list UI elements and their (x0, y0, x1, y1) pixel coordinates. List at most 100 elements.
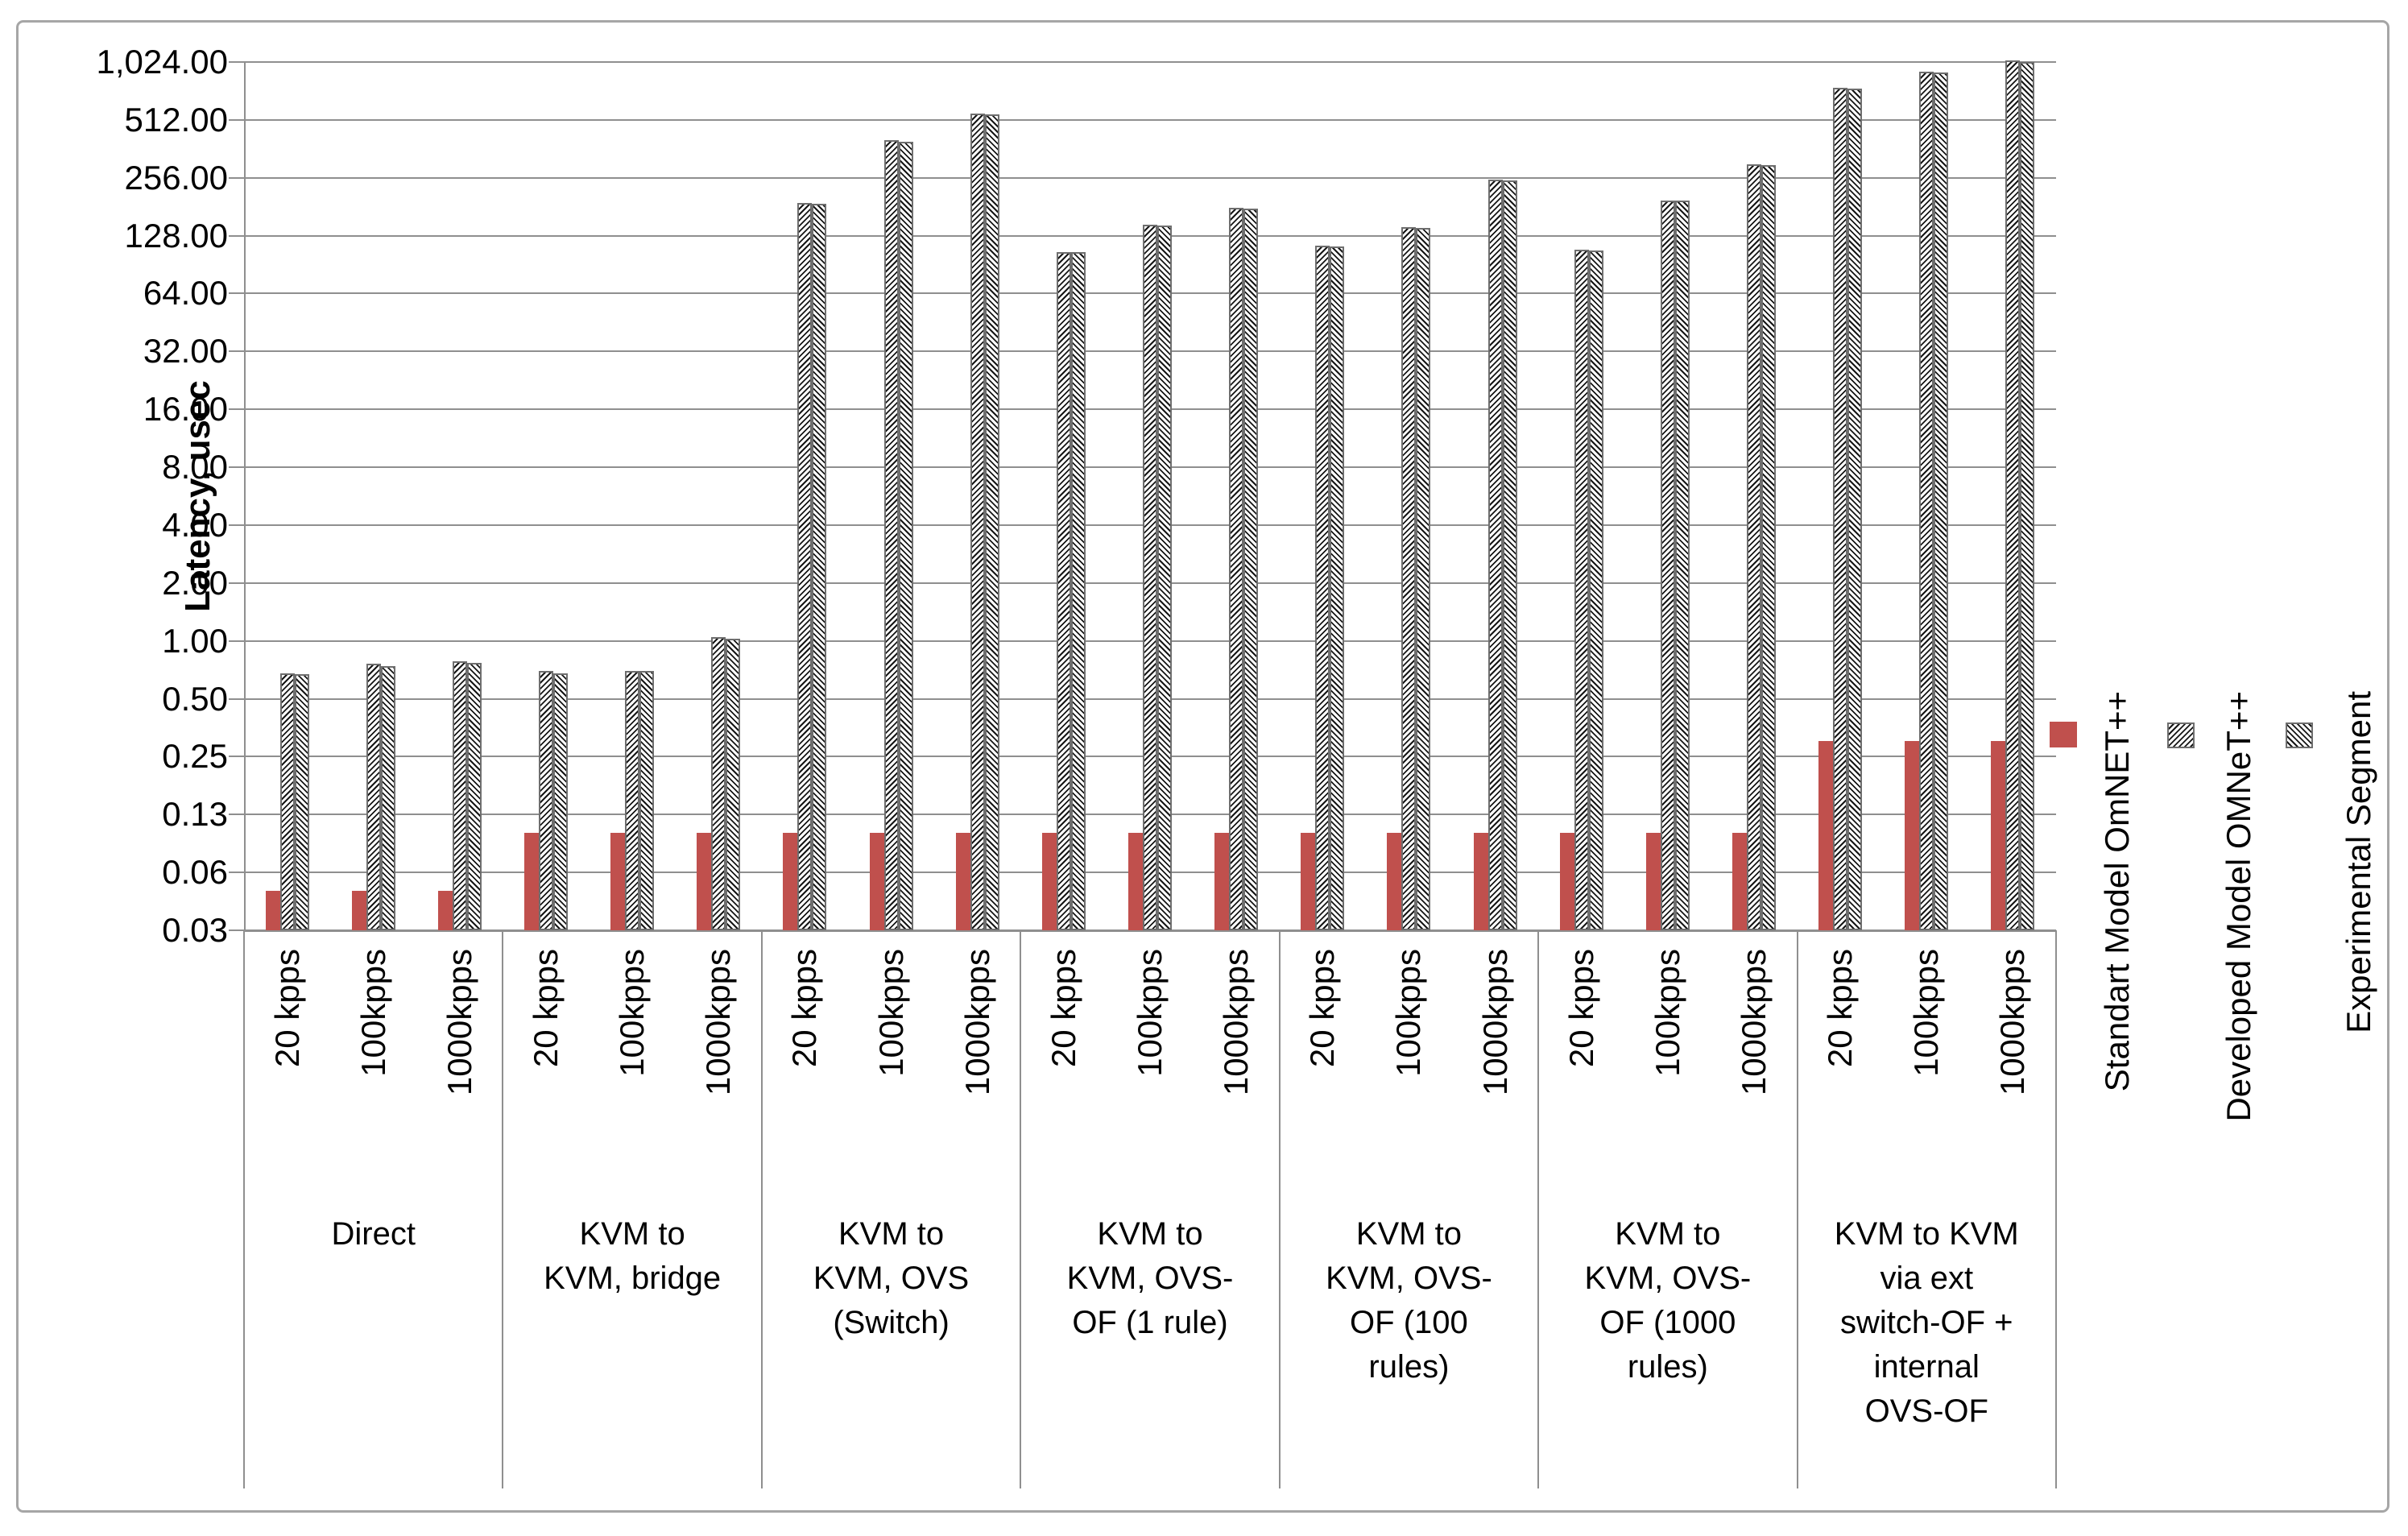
bar-developed (711, 636, 726, 930)
group-label-line: KVM to KVM (1834, 1216, 2019, 1252)
bar-developed (625, 670, 640, 930)
bar-experimental (1761, 164, 1776, 930)
bar-experimental (1157, 225, 1172, 930)
y-axis-tick (229, 350, 244, 353)
y-axis-tick (229, 466, 244, 469)
bar-experimental (1674, 201, 1690, 930)
y-tick-label: 0.03 (162, 911, 228, 949)
x-tick-label: 100kpps (1131, 949, 1169, 1077)
group-label-line: KVM, OVS- (1584, 1261, 1752, 1296)
bar-standart (437, 891, 453, 930)
bar-developed (1919, 72, 1934, 930)
group-label-line: KVM to (1355, 1216, 1462, 1252)
bar-standart (1905, 741, 1920, 930)
bar-developed (1229, 208, 1244, 930)
category-separator (502, 930, 504, 1488)
bar-developed (1833, 88, 1848, 930)
y-tick-label: 0.06 (162, 853, 228, 892)
x-tick-label: 100kpps (1389, 949, 1428, 1077)
x-tick-label: 20 kpps (267, 949, 306, 1068)
y-axis-tick (229, 234, 244, 237)
y-tick-label: 1,024.00 (96, 43, 229, 81)
x-tick-label: 1000kpps (699, 949, 738, 1096)
y-axis-tick (229, 176, 244, 179)
bar-developed (366, 664, 381, 930)
bar-standart (1559, 833, 1574, 930)
y-axis-line (244, 62, 246, 930)
x-tick-label: 20 kpps (1303, 949, 1342, 1068)
legend-swatch-hatch-down (2286, 722, 2313, 748)
bar-developed (1143, 224, 1157, 930)
group-label-line: KVM to (579, 1216, 685, 1252)
bar-experimental (1847, 88, 1863, 930)
y-tick-label: 512.00 (124, 100, 228, 139)
group-label-line: via ext (1880, 1261, 1974, 1296)
bar-experimental (466, 662, 482, 930)
legend-label: Standart Model OmNET++ (2098, 691, 2136, 1092)
bar-experimental (639, 670, 655, 930)
bar-developed (2005, 60, 2021, 930)
bar-standart (1818, 741, 1834, 930)
group-label: KVM to KVM, OVS- OF (1 rule) (1020, 1212, 1279, 1345)
bar-developed (1315, 245, 1330, 930)
group-label-line: internal (1873, 1349, 1980, 1385)
category-separator (1796, 930, 1798, 1488)
group-label: KVM to KVM, bridge (503, 1212, 761, 1301)
group-label-line: KVM to (1097, 1216, 1203, 1252)
bar-standart (955, 833, 970, 930)
y-axis-tick (229, 524, 244, 526)
bar-standart (351, 891, 366, 930)
category-separator (760, 930, 763, 1488)
bar-standart (610, 833, 626, 930)
bar-standart (869, 833, 884, 930)
group-label-line: KVM, OVS (813, 1261, 970, 1296)
group-label-line: KVM, OVS- (1066, 1261, 1234, 1296)
y-tick-label: 0.13 (162, 795, 228, 834)
group-label: KVM to KVM via ext switch-OF + internal OVS-… (1798, 1212, 2056, 1434)
group-label-line: OF (1000 (1599, 1305, 1736, 1340)
y-axis-tick (229, 292, 244, 295)
category-separator (2055, 930, 2057, 1488)
x-tick-label: 20 kpps (1044, 949, 1082, 1068)
y-axis-tick (229, 61, 244, 63)
y-axis-tick (229, 872, 244, 874)
bar-developed (1574, 250, 1589, 930)
group-label-line: rules) (1368, 1349, 1450, 1385)
x-tick-label: 1000kpps (440, 949, 478, 1096)
y-axis-tick (229, 756, 244, 758)
bar-experimental (984, 114, 999, 930)
bar-developed (1660, 200, 1675, 930)
category-separator (1537, 930, 1540, 1488)
group-label-line: KVM to (838, 1216, 945, 1252)
x-tick-label: 100kpps (871, 949, 910, 1077)
bar-developed (797, 202, 813, 930)
x-tick-label: 100kpps (613, 949, 652, 1077)
bar-experimental (380, 665, 395, 930)
group-label-line: KVM, OVS- (1326, 1261, 1492, 1296)
group-label-line: OF (100 (1350, 1305, 1468, 1340)
legend-label: Experimental Segment (2340, 691, 2377, 1033)
x-tick-label: 100kpps (1648, 949, 1686, 1077)
bar-standart (1732, 833, 1747, 930)
bar-developed (883, 140, 899, 930)
legend-swatch-hatch-up (2167, 722, 2195, 748)
x-tick-label: 100kpps (1907, 949, 1946, 1077)
bar-developed (1056, 252, 1071, 930)
gridline (244, 61, 2056, 63)
bar-standart (697, 833, 712, 930)
y-axis-tick (229, 698, 244, 700)
bar-standart (1041, 833, 1057, 930)
bar-standart (1128, 833, 1143, 930)
group-label-line: rules) (1627, 1349, 1708, 1385)
bar-developed (970, 114, 985, 930)
bar-standart (1645, 833, 1661, 930)
x-tick-label: 1000kpps (958, 949, 996, 1096)
y-tick-label: 64.00 (143, 274, 228, 313)
bar-developed (539, 670, 553, 930)
group-label: KVM to KVM, OVS (Switch) (762, 1212, 1020, 1345)
bar-experimental (553, 673, 568, 930)
group-label-line: switch-OF + (1840, 1305, 2013, 1340)
group-label: KVM to KVM, OVS- OF (100 rules) (1280, 1212, 1538, 1389)
legend-swatch-solid-red (2050, 722, 2077, 747)
y-axis-tick (229, 582, 244, 584)
